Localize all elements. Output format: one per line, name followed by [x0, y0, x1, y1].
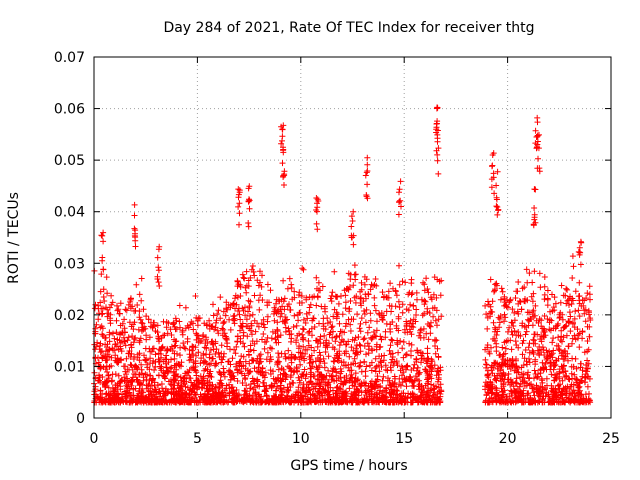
y-tick-label: 0.03 [54, 256, 85, 272]
y-tick-label: 0.02 [54, 308, 85, 324]
y-tick-label: 0 [76, 411, 85, 427]
y-tick-label: 0.07 [54, 50, 85, 66]
x-tick-label: 20 [499, 431, 517, 447]
x-tick-label: 5 [193, 431, 202, 447]
axis-ticks: 0 5 10 15 20 25 0 0.01 0.02 0.03 0.04 0.05 0.06 0.07 [54, 50, 620, 447]
x-tick-label: 0 [90, 431, 99, 447]
roti-scatter-markers [91, 104, 594, 406]
y-axis-label: ROTI / TECUs [6, 192, 22, 284]
y-tick-label: 0.06 [54, 102, 85, 118]
x-tick-label: 15 [395, 431, 413, 447]
x-tick-label: 25 [602, 431, 620, 447]
chart-title: Day 284 of 2021, Rate Of TEC Index for r… [163, 20, 534, 36]
x-tick-label: 10 [292, 431, 310, 447]
data-points [91, 104, 594, 406]
plot-frame [93, 56, 612, 419]
y-tick-label: 0.04 [54, 205, 85, 221]
y-tick-label: 0.01 [54, 359, 85, 375]
y-tick-label: 0.05 [54, 153, 85, 169]
x-axis-label: GPS time / hours [290, 458, 407, 474]
